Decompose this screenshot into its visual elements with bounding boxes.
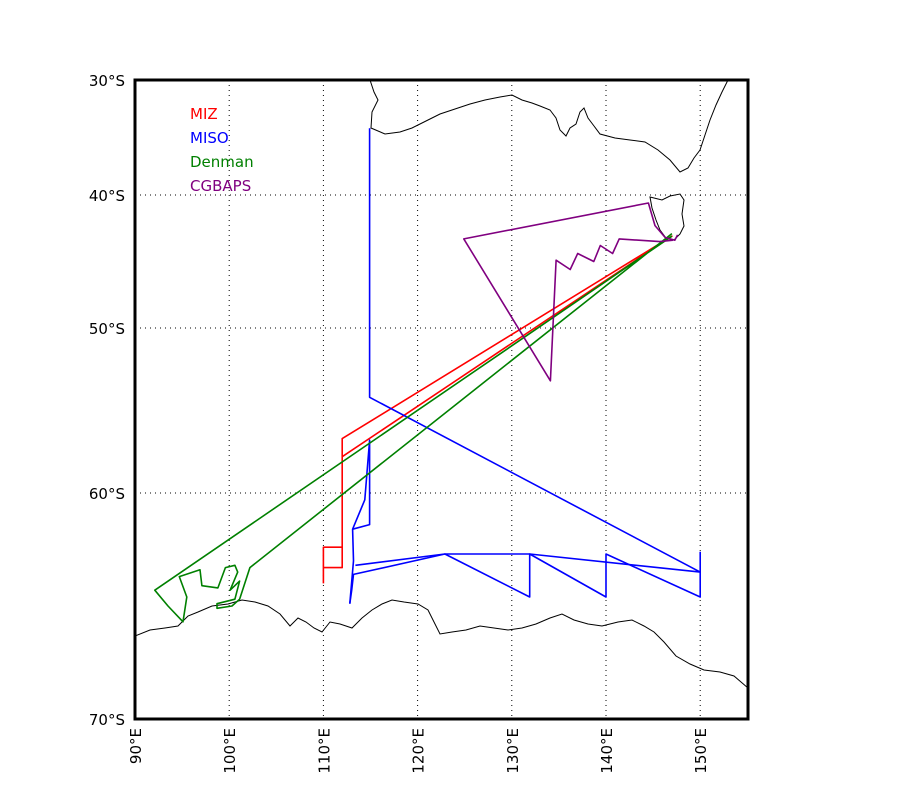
track-cgbaps: [462, 202, 679, 382]
x-tick-label: 120°E: [410, 728, 428, 774]
australia-coastline: [369, 80, 729, 173]
legend-entry-miso: MISO: [190, 129, 229, 147]
x-tick-label: 90°E: [127, 728, 145, 764]
track-miz: [323, 235, 673, 569]
coastlines: [135, 80, 748, 689]
y-tick-label: 60°S: [89, 485, 125, 503]
ship-tracks: [154, 128, 702, 623]
legend-entry-denman: Denman: [190, 153, 254, 171]
x-tick-label: 110°E: [315, 728, 333, 774]
legend: MIZ MISO Denman CGBAPS: [190, 105, 254, 195]
tasmania-coastline: [649, 193, 685, 241]
x-tick-label: 150°E: [692, 728, 710, 774]
track-denman: [154, 232, 673, 623]
y-tick-label: 70°S: [89, 711, 125, 729]
track-miso: [349, 439, 371, 604]
map-frame: [133, 78, 750, 721]
x-tick-label: 140°E: [598, 728, 616, 774]
antarctica-coastline: [135, 599, 748, 689]
y-tick-label: 30°S: [89, 72, 125, 90]
axis-ticks: 90°E 100°E 110°E 120°E 130°E 140°E 150°E 30°S 40…: [89, 72, 710, 774]
x-tick-label: 130°E: [504, 728, 522, 774]
track-miz: [322, 546, 343, 584]
y-tick-label: 40°S: [89, 187, 125, 205]
legend-entry-cgbaps: CGBAPS: [190, 177, 251, 195]
y-tick-label: 50°S: [89, 320, 125, 338]
graticule: [135, 80, 748, 719]
track-miso: [349, 128, 702, 604]
track-miso: [355, 551, 702, 598]
legend-entry-miz: MIZ: [190, 105, 218, 123]
x-tick-label: 100°E: [221, 728, 239, 774]
